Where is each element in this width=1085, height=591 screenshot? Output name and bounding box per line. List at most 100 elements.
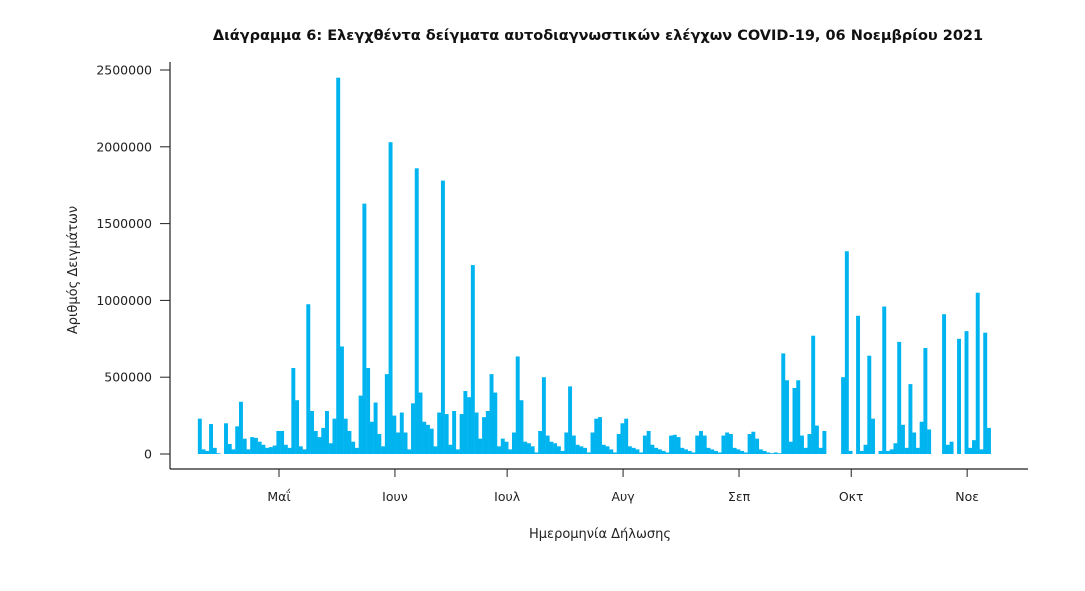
bar xyxy=(347,430,352,454)
bar xyxy=(609,449,614,454)
x-tick-label: Μαΐ xyxy=(267,489,290,504)
bar xyxy=(399,412,404,454)
bar xyxy=(212,447,217,454)
bar xyxy=(444,414,449,454)
bar xyxy=(354,447,359,454)
bar xyxy=(257,441,262,454)
bar xyxy=(298,446,303,454)
bar xyxy=(785,380,789,454)
bar xyxy=(777,453,782,454)
bar xyxy=(646,430,651,454)
bar xyxy=(773,452,778,454)
bar xyxy=(556,446,561,454)
bar xyxy=(740,450,745,454)
bar xyxy=(366,367,371,454)
bar xyxy=(736,449,741,454)
bar xyxy=(642,435,647,454)
bar xyxy=(766,452,771,454)
bar xyxy=(788,441,793,454)
bar xyxy=(871,418,875,454)
bar xyxy=(227,444,232,454)
bar xyxy=(807,434,812,454)
bar xyxy=(743,452,748,454)
bar xyxy=(657,449,662,454)
bar xyxy=(945,444,950,454)
bar xyxy=(429,428,434,454)
bar xyxy=(325,410,329,454)
bar xyxy=(224,423,228,454)
bar xyxy=(900,424,905,454)
bar xyxy=(699,430,703,454)
chart-title: Διάγραμμα 6: Ελεγχθέντα δείγματα αυτοδια… xyxy=(213,28,983,44)
bar xyxy=(201,449,206,454)
bar xyxy=(844,251,849,454)
bar xyxy=(867,355,872,454)
bar xyxy=(605,446,610,454)
bar xyxy=(339,346,344,454)
bar xyxy=(216,453,221,454)
bar xyxy=(295,400,300,454)
bar xyxy=(538,430,543,454)
bar xyxy=(512,432,516,454)
bar xyxy=(250,437,255,454)
bar xyxy=(272,445,277,454)
bar xyxy=(549,441,554,454)
bar xyxy=(639,452,644,454)
bar xyxy=(283,444,288,454)
bar xyxy=(792,387,797,454)
bar xyxy=(583,447,588,454)
bar xyxy=(904,447,909,454)
bar xyxy=(265,447,270,454)
bar xyxy=(433,446,438,454)
bar xyxy=(923,348,928,454)
bar xyxy=(590,432,595,454)
bar xyxy=(231,449,236,454)
bar xyxy=(515,356,520,454)
bar xyxy=(358,395,363,454)
bar xyxy=(781,353,786,454)
bar xyxy=(676,437,681,454)
x-tick-label: Οκτ xyxy=(839,489,864,504)
y-tick-label: 1000000 xyxy=(96,293,152,308)
bar xyxy=(455,449,460,454)
bar xyxy=(755,438,760,454)
bar xyxy=(310,410,314,454)
bar xyxy=(758,449,763,454)
bar xyxy=(336,77,341,455)
bar xyxy=(392,415,397,454)
bar xyxy=(886,450,890,454)
bar xyxy=(414,168,419,454)
bar xyxy=(893,443,898,454)
bar xyxy=(650,444,655,454)
bar xyxy=(238,401,243,454)
bar xyxy=(624,418,629,454)
bar xyxy=(897,341,902,454)
x-tick-label: Ιουλ xyxy=(494,489,521,504)
bar xyxy=(669,435,674,454)
bar xyxy=(919,421,924,454)
bar xyxy=(799,435,804,454)
bar xyxy=(276,430,281,454)
bar xyxy=(500,438,505,454)
bar xyxy=(972,440,976,454)
bar xyxy=(728,434,733,454)
bar xyxy=(504,441,509,454)
bar xyxy=(235,426,240,454)
bar xyxy=(706,447,711,454)
bar xyxy=(306,304,311,454)
bar xyxy=(721,435,726,454)
bar xyxy=(523,441,528,454)
bar xyxy=(362,203,367,454)
bar xyxy=(261,444,266,454)
bar xyxy=(568,386,573,454)
x-ticks: Μαΐ Ιουν Ιουλ Αυγ Σεπ Οκτ Νοε xyxy=(267,469,979,504)
bar xyxy=(377,434,382,454)
bar xyxy=(369,421,374,454)
bar xyxy=(452,410,457,454)
bar xyxy=(291,367,296,454)
bar xyxy=(751,431,756,454)
bar xyxy=(654,447,659,454)
bar xyxy=(762,450,767,454)
bar xyxy=(770,453,775,454)
bar xyxy=(975,292,980,454)
